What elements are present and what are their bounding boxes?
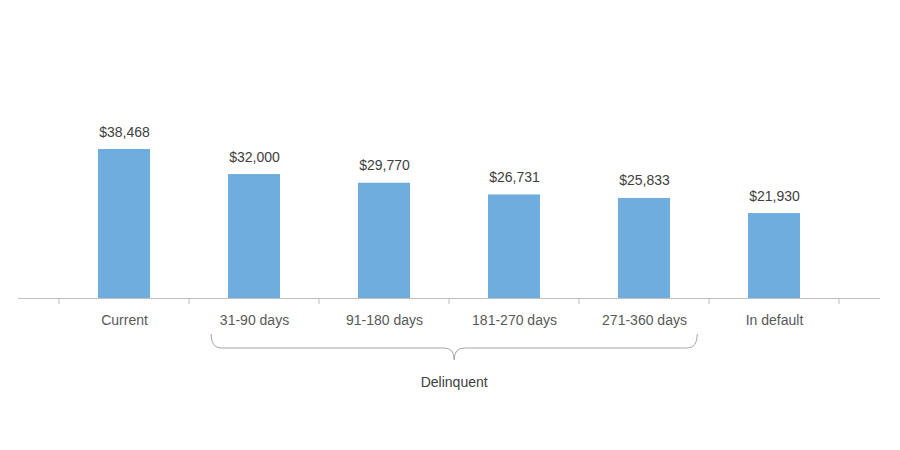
svg-text:$38,468: $38,468 <box>99 124 150 140</box>
svg-text:$26,731: $26,731 <box>489 169 540 185</box>
svg-text:$21,930: $21,930 <box>749 188 800 204</box>
svg-text:$32,000: $32,000 <box>229 149 280 165</box>
svg-text:Delinquent: Delinquent <box>421 374 488 390</box>
svg-text:91-180 days: 91-180 days <box>346 312 423 328</box>
svg-text:Current: Current <box>101 312 148 328</box>
svg-text:$25,833: $25,833 <box>619 172 670 188</box>
svg-text:181-270 days: 181-270 days <box>472 312 557 328</box>
svg-text:271-360 days: 271-360 days <box>602 312 687 328</box>
svg-text:In default: In default <box>746 312 804 328</box>
svg-text:$29,770: $29,770 <box>359 157 410 173</box>
svg-text:31-90 days: 31-90 days <box>220 312 289 328</box>
